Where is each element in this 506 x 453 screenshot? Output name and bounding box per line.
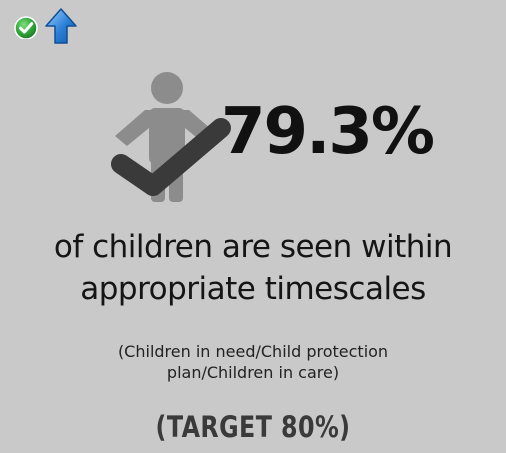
status-icons: [13, 6, 79, 46]
note-line-1: (Children in need/Child protection: [117, 342, 389, 361]
kpi-hero: 79.3%: [103, 66, 493, 216]
headline-line-2: appropriate timescales: [80, 271, 426, 307]
blue-up-arrow-icon: [43, 6, 79, 46]
kpi-note: (Children in need/Child protection plan/…: [0, 341, 506, 383]
note-line-2: plan/Children in care): [166, 363, 340, 382]
kpi-target: (TARGET 80%): [155, 410, 351, 444]
child-checkmark-icon: [111, 72, 231, 202]
kpi-value: 79.3%: [221, 95, 435, 169]
headline-line-1: of children are seen within: [53, 229, 453, 265]
kpi-headline: of children are seen within appropriate …: [0, 226, 506, 310]
green-check-circle-icon: [13, 13, 39, 39]
